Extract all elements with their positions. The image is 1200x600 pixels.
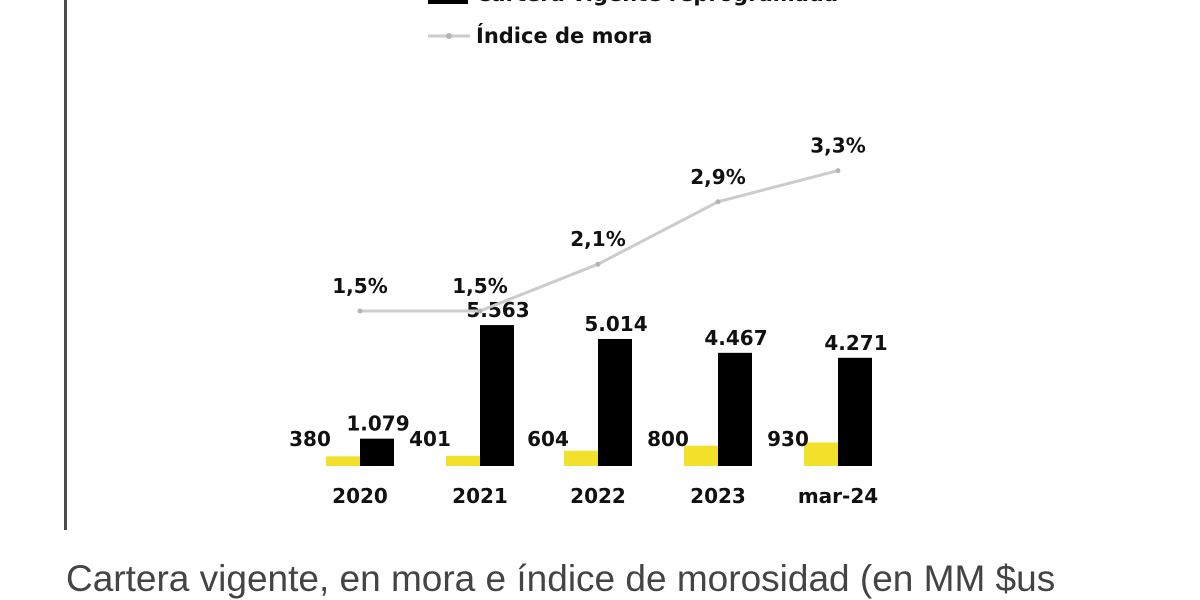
bar-black bbox=[718, 352, 752, 466]
data-label-yellow: 930 bbox=[767, 427, 809, 451]
x-tick-label: 2022 bbox=[570, 484, 626, 508]
bar-black bbox=[360, 438, 394, 466]
data-label-black: 1.079 bbox=[346, 412, 409, 436]
legend-line-marker bbox=[446, 33, 452, 39]
data-label-black: 4.467 bbox=[704, 326, 767, 350]
data-label-line: 2,1% bbox=[570, 227, 625, 251]
left-divider bbox=[64, 0, 67, 530]
data-label-yellow: 380 bbox=[289, 427, 331, 451]
line-point bbox=[477, 308, 483, 314]
line-point bbox=[595, 261, 601, 267]
data-label-line: 3,3% bbox=[810, 134, 865, 158]
legend-swatch-black bbox=[428, 0, 468, 4]
bar-yellow bbox=[684, 445, 718, 466]
bar-yellow bbox=[804, 442, 838, 466]
x-tick-label: 2020 bbox=[332, 484, 388, 508]
bar-yellow bbox=[326, 456, 360, 466]
x-tick-label: mar-24 bbox=[798, 484, 878, 508]
data-label-line: 2,9% bbox=[690, 165, 745, 189]
bar-black bbox=[598, 338, 632, 466]
legend-label-mora: Índice de mora bbox=[476, 23, 652, 48]
bar-black bbox=[480, 325, 514, 466]
x-tick-label: 2023 bbox=[690, 484, 746, 508]
chart-area: Cartera vigente reprogramada Índice de mo… bbox=[67, 0, 1200, 540]
bar-black bbox=[838, 357, 872, 466]
figure-caption: Cartera vigente, en mora e índice de mor… bbox=[66, 558, 1056, 599]
data-label-yellow: 401 bbox=[409, 427, 451, 451]
data-label-black: 4.271 bbox=[824, 331, 887, 355]
bar-yellow bbox=[446, 455, 480, 466]
data-label-yellow: 604 bbox=[527, 427, 569, 451]
x-tick-label: 2021 bbox=[452, 484, 508, 508]
data-label-yellow: 800 bbox=[647, 427, 689, 451]
chart: Cartera vigente reprogramada Índice de mo… bbox=[289, 0, 888, 508]
line-point bbox=[715, 199, 721, 205]
legend-label-black: Cartera vigente reprogramada bbox=[476, 0, 838, 6]
data-label-line: 1,5% bbox=[452, 274, 507, 298]
line-point bbox=[835, 168, 841, 174]
data-label-black: 5.014 bbox=[584, 312, 647, 336]
bar-yellow bbox=[564, 450, 598, 466]
line-point bbox=[357, 308, 363, 314]
data-label-line: 1,5% bbox=[332, 274, 387, 298]
